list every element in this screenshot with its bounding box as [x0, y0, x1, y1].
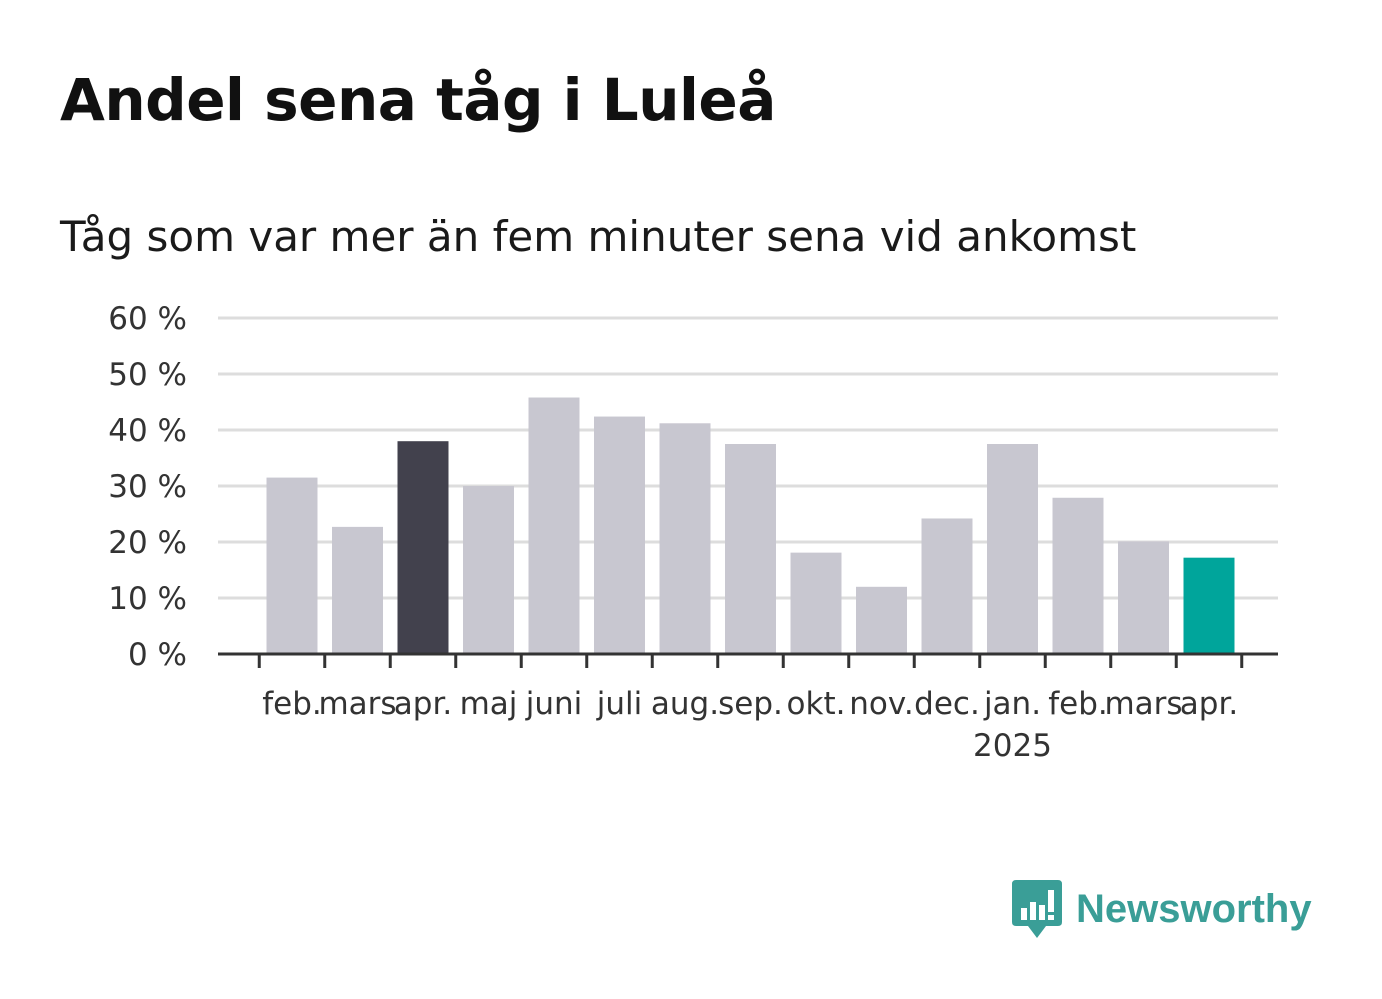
bar-maj	[463, 486, 514, 654]
x-tick-label: aug.	[651, 686, 719, 722]
bar-aug	[659, 423, 711, 654]
x-tick-label: mars	[318, 686, 396, 722]
y-tick-label: 40 %	[108, 413, 187, 449]
y-tick-label: 60 %	[108, 301, 187, 337]
x-axis	[218, 652, 1278, 668]
bar-apr	[1183, 557, 1235, 654]
bar-juli	[594, 416, 645, 654]
x-tick-label: apr.	[1180, 686, 1238, 722]
newsworthy-logo-icon	[1012, 880, 1062, 938]
x-tick-label: maj	[460, 686, 518, 722]
year-label: 2025	[973, 728, 1052, 764]
bar-feb	[1052, 497, 1104, 654]
x-tick-label: okt.	[787, 686, 846, 722]
chart-subtitle: Tåg som var mer än fem minuter sena vid …	[60, 212, 1137, 261]
y-axis-ticks: 0 % 10 % 20 % 30 % 40 % 50 % 60 %	[108, 301, 187, 673]
bar-jan	[987, 444, 1038, 654]
x-tick-label: feb.	[262, 686, 322, 722]
x-tick-label: dec.	[914, 686, 980, 722]
x-tick-label: juli	[596, 686, 643, 722]
newsworthy-logo: Newsworthy	[1010, 878, 1312, 940]
x-tick-label: jan.	[983, 686, 1041, 722]
bars	[266, 397, 1235, 654]
x-tick-label: feb.	[1048, 686, 1108, 722]
y-tick-label: 10 %	[108, 581, 187, 617]
bar-dec	[921, 518, 973, 654]
bar-nov	[856, 586, 907, 654]
bar-sep	[725, 444, 776, 654]
bar-feb	[266, 477, 318, 654]
x-tick-label: sep.	[718, 686, 783, 722]
x-tick-label: nov.	[849, 686, 913, 722]
x-tick-label: mars	[1104, 686, 1182, 722]
bar-mars	[332, 526, 383, 654]
x-tick-label: juni	[525, 686, 583, 722]
chart-title: Andel sena tåg i Luleå	[60, 66, 776, 134]
bar-juni	[528, 397, 580, 654]
bar-mars	[1118, 541, 1169, 654]
x-tick-label: apr.	[394, 686, 452, 722]
bar-apr	[397, 441, 449, 654]
y-tick-label: 50 %	[108, 357, 187, 393]
y-tick-label: 30 %	[108, 469, 187, 505]
brand-name: Newsworthy	[1076, 886, 1312, 931]
bar-okt	[790, 552, 842, 654]
y-tick-label: 0 %	[128, 637, 187, 673]
y-tick-label: 20 %	[108, 525, 187, 561]
